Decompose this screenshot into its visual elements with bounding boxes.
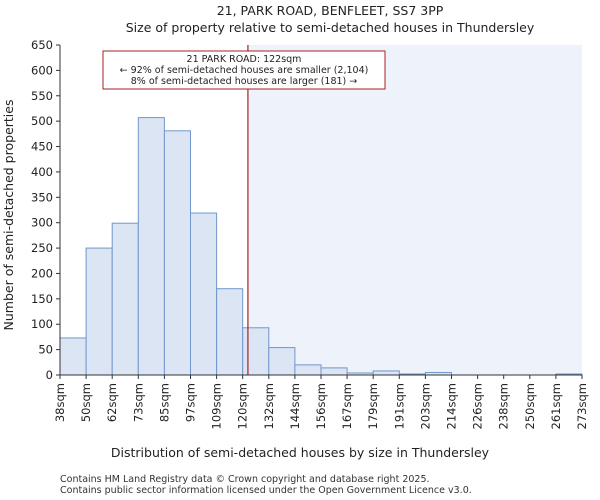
x-tick-label-120sqm: 120sqm — [236, 383, 250, 429]
x-tick-label-62sqm: 62sqm — [105, 383, 119, 422]
x-tick-label-38sqm: 38sqm — [53, 383, 67, 422]
bar-97sqm — [190, 212, 218, 376]
y-tick-label-450: 450 — [31, 140, 53, 154]
bar-109sqm — [216, 288, 244, 376]
x-tick-label-109sqm: 109sqm — [210, 383, 224, 429]
footer-line-2: Contains public sector information licen… — [60, 485, 472, 496]
x-tick-label-238sqm: 238sqm — [497, 383, 511, 429]
y-axis-label: Number of semi-detached properties — [1, 100, 16, 331]
annotation-box: 21 PARK ROAD: 122sqm ← 92% of semi-detac… — [102, 50, 386, 90]
y-tick-label-50: 50 — [38, 343, 53, 357]
x-tick-label-132sqm: 132sqm — [262, 383, 276, 429]
x-axis-ticks: 38sqm 50sqm 62sqm 73sqm 85sqm 97sqm 109sqm 120s… — [53, 375, 589, 429]
y-tick-label-550: 550 — [31, 89, 53, 103]
bar-132sqm — [268, 347, 296, 376]
x-tick-label-50sqm: 50sqm — [79, 383, 93, 422]
y-tick-label-0: 0 — [46, 368, 53, 382]
annotation-border — [102, 50, 386, 90]
bar-62sqm — [111, 222, 139, 376]
chart-title: 21, PARK ROAD, BENFLEET, SS7 3PP — [217, 3, 444, 18]
x-tick-label-250sqm: 250sqm — [523, 383, 537, 429]
x-tick-label-85sqm: 85sqm — [157, 383, 171, 422]
x-axis-label: Distribution of semi-detached houses by … — [111, 445, 490, 460]
x-tick-label-167sqm: 167sqm — [340, 383, 354, 429]
y-tick-label-650: 650 — [31, 38, 53, 52]
y-tick-label-100: 100 — [31, 317, 53, 331]
x-tick-label-144sqm: 144sqm — [288, 383, 302, 429]
y-tick-label-250: 250 — [31, 241, 53, 255]
bar-120sqm — [242, 327, 270, 376]
x-tick-label-191sqm: 191sqm — [392, 383, 406, 429]
x-tick-label-203sqm: 203sqm — [418, 383, 432, 429]
x-tick-label-179sqm: 179sqm — [366, 383, 380, 429]
bar-85sqm — [163, 130, 191, 376]
y-tick-label-600: 600 — [31, 63, 53, 77]
bar-179sqm — [372, 370, 400, 376]
annotation-line-2: ← 92% of semi-detached houses are smalle… — [120, 65, 369, 76]
x-tick-label-273sqm: 273sqm — [575, 383, 589, 429]
x-tick-label-214sqm: 214sqm — [445, 383, 459, 429]
y-tick-label-300: 300 — [31, 216, 53, 230]
bar-50sqm — [85, 247, 113, 376]
y-axis-ticks: 0 50 100 150 200 250 300 350 400 450 500 550 600 650 — [31, 38, 60, 382]
footer-line-1: Contains HM Land Registry data © Crown c… — [60, 474, 430, 485]
x-tick-label-73sqm: 73sqm — [131, 383, 145, 422]
y-tick-label-500: 500 — [31, 114, 53, 128]
bar-156sqm — [320, 367, 348, 376]
bar-73sqm — [137, 117, 165, 376]
y-tick-label-400: 400 — [31, 165, 53, 179]
y-tick-label-200: 200 — [31, 266, 53, 280]
x-tick-label-226sqm: 226sqm — [471, 383, 485, 429]
x-tick-label-156sqm: 156sqm — [314, 383, 328, 429]
bar-144sqm — [294, 364, 322, 376]
bars — [59, 117, 583, 376]
chart-subtitle: Size of property relative to semi-detach… — [126, 20, 535, 35]
bar-38sqm — [59, 337, 87, 376]
y-tick-label-350: 350 — [31, 190, 53, 204]
x-tick-label-261sqm: 261sqm — [549, 383, 563, 429]
x-tick-label-97sqm: 97sqm — [184, 383, 198, 422]
annotation-line-3: 8% of semi-detached houses are larger (1… — [131, 76, 358, 87]
plot-area: 050100150200250300350400450500550600650 … — [31, 38, 589, 429]
larger-properties-region — [247, 45, 583, 375]
annotation-line-1: 21 PARK ROAD: 122sqm — [187, 54, 302, 65]
y-tick-label-150: 150 — [31, 292, 53, 306]
